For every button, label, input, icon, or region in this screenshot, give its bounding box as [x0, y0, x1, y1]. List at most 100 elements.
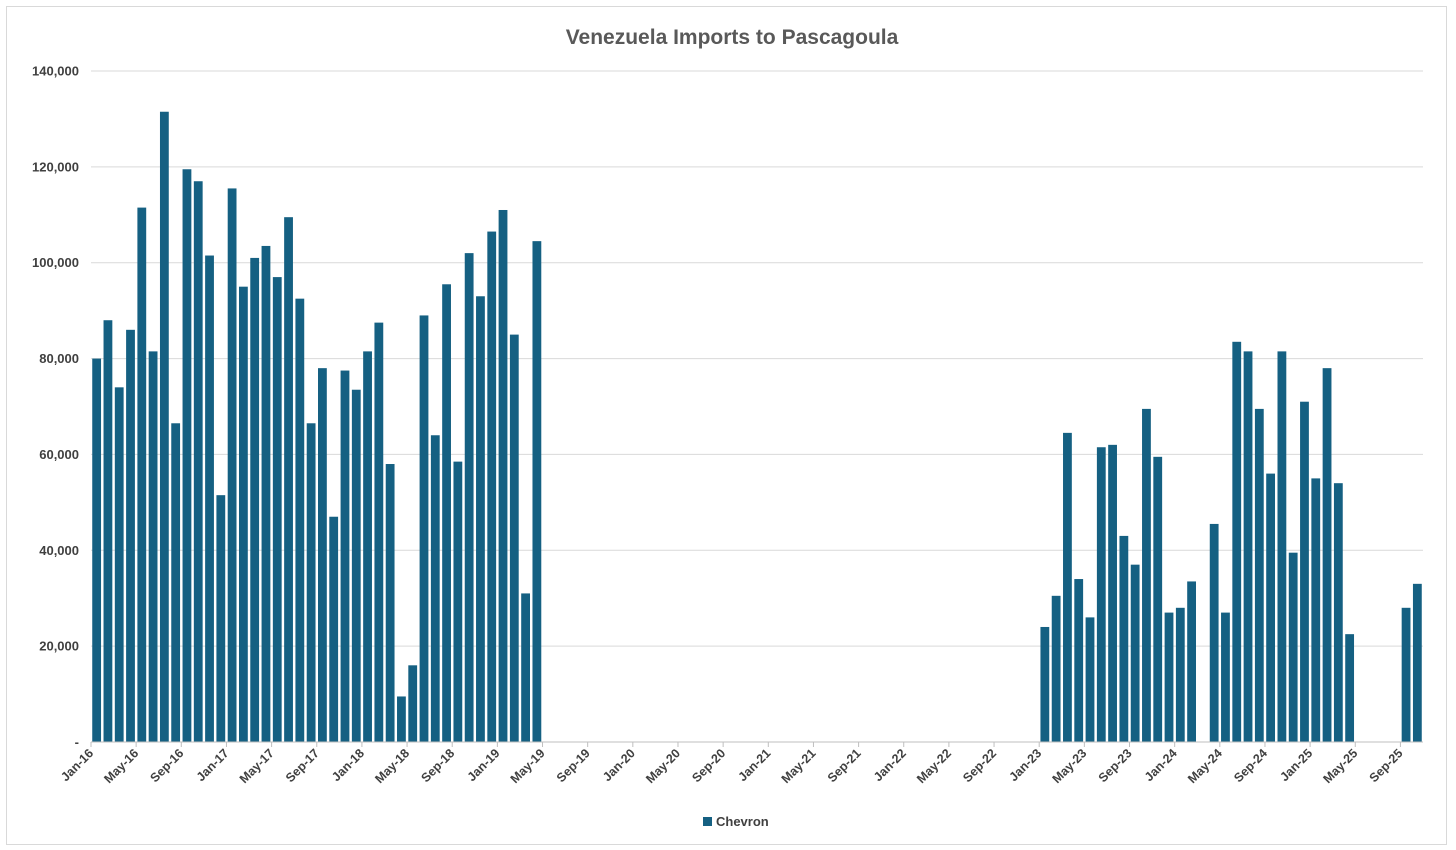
bar: [1311, 478, 1321, 742]
bar: [318, 368, 327, 742]
bar: [1412, 583, 1422, 742]
bar: [1040, 626, 1050, 742]
bar: [1187, 581, 1196, 742]
bar: [1153, 456, 1163, 742]
bar: [1051, 595, 1061, 742]
bar: [1254, 408, 1264, 742]
bar: [1266, 473, 1276, 742]
bar: [397, 696, 406, 742]
bar: [1333, 483, 1343, 742]
bar: [1345, 634, 1355, 742]
y-tick-label: 80,000: [39, 351, 79, 366]
x-tick-label: Sep-19: [554, 746, 593, 785]
bar: [182, 169, 192, 743]
y-tick-label: 100,000: [32, 255, 79, 270]
x-tick-label: Sep-25: [1367, 746, 1406, 785]
x-tick-label: Jan-19: [465, 746, 503, 784]
x-tick-label: May-17: [237, 746, 277, 786]
bar: [363, 351, 372, 742]
chart-canvas: Venezuela Imports to Pascagoula - 20,000 4…: [32, 26, 1423, 829]
bar: [1322, 368, 1332, 742]
y-tick-label: 40,000: [39, 543, 79, 558]
bar: [1096, 447, 1106, 742]
x-tick-label: May-19: [508, 746, 548, 786]
legend: Chevron: [703, 814, 769, 829]
x-tick-label: Jan-24: [1142, 746, 1180, 784]
x-tick-label: Jan-22: [871, 746, 909, 784]
bar: [464, 253, 474, 742]
x-tick-label: May-25: [1321, 746, 1361, 786]
y-tick-label: 140,000: [32, 64, 79, 79]
bar: [532, 241, 542, 742]
bar: [521, 593, 530, 742]
bar: [284, 217, 293, 743]
y-axis-tick-labels: - 20,000 40,000 60,000 80,000 100,000 120,000 1…: [32, 64, 79, 750]
y-tick-label: -: [75, 735, 79, 750]
x-tick-label: Sep-18: [418, 746, 457, 785]
bar-series-chevron: [92, 111, 1422, 743]
x-tick-label: May-24: [1185, 746, 1225, 786]
bar: [1277, 351, 1287, 742]
bar: [261, 245, 271, 743]
x-tick-label: May-21: [779, 746, 819, 786]
bar: [1074, 579, 1084, 742]
bar: [1401, 607, 1411, 742]
bar: [1221, 612, 1230, 742]
bar: [193, 181, 203, 742]
bar: [374, 322, 384, 742]
x-tick-label: Jan-18: [329, 746, 367, 784]
x-tick-label: Jan-25: [1277, 746, 1315, 784]
x-tick-label: Jan-20: [600, 746, 638, 784]
bar: [306, 423, 316, 742]
legend-swatch-chevron: [703, 817, 712, 826]
x-tick-label: Sep-17: [283, 746, 322, 785]
x-tick-label: May-22: [914, 746, 954, 786]
bar: [1164, 612, 1174, 742]
chart-frame: Venezuela Imports to Pascagoula - 20,000 4…: [6, 6, 1447, 845]
bar: [126, 329, 135, 742]
x-tick-label: Jan-23: [1006, 746, 1044, 784]
bar: [487, 231, 497, 742]
chart-title: Venezuela Imports to Pascagoula: [566, 26, 899, 49]
bar: [216, 495, 226, 742]
y-tick-label: 120,000: [32, 159, 79, 174]
bar: [1142, 408, 1151, 742]
bar: [1108, 444, 1117, 742]
x-tick-label: May-16: [101, 746, 141, 786]
bar: [1209, 523, 1219, 742]
bar: [137, 207, 147, 742]
x-tick-label: Sep-16: [148, 746, 187, 785]
bar: [476, 296, 485, 742]
bar: [1175, 607, 1185, 742]
bar: [227, 188, 237, 743]
x-axis-tick-labels: Jan-16 May-16 Sep-16 Jan-17 May-17 Sep-17 Jan-…: [58, 746, 1405, 786]
bar: [329, 516, 339, 742]
bar: [1130, 564, 1140, 742]
x-tick-label: Sep-23: [1096, 746, 1135, 785]
bar: [114, 387, 124, 742]
bar: [171, 423, 181, 742]
bar: [238, 286, 248, 742]
y-tick-label: 20,000: [39, 639, 79, 654]
bar: [272, 277, 282, 742]
x-tick-label: Jan-17: [194, 746, 232, 784]
bar: [205, 255, 214, 742]
bar: [250, 257, 260, 742]
bar: [385, 464, 395, 742]
bar: [103, 320, 113, 742]
bar: [453, 461, 463, 742]
bar: [92, 358, 102, 742]
x-tick-label: Sep-21: [825, 746, 864, 785]
bar: [1119, 535, 1129, 742]
x-axis: [90, 741, 1423, 747]
x-tick-label: Jan-21: [736, 746, 774, 784]
bar: [498, 209, 508, 742]
x-tick-label: May-23: [1050, 746, 1090, 786]
bar: [430, 435, 440, 742]
bar: [295, 298, 305, 742]
x-tick-label: Sep-24: [1231, 746, 1270, 785]
bar: [159, 111, 169, 743]
bar: [408, 665, 418, 742]
bar: [351, 389, 361, 742]
bar: [509, 334, 519, 742]
